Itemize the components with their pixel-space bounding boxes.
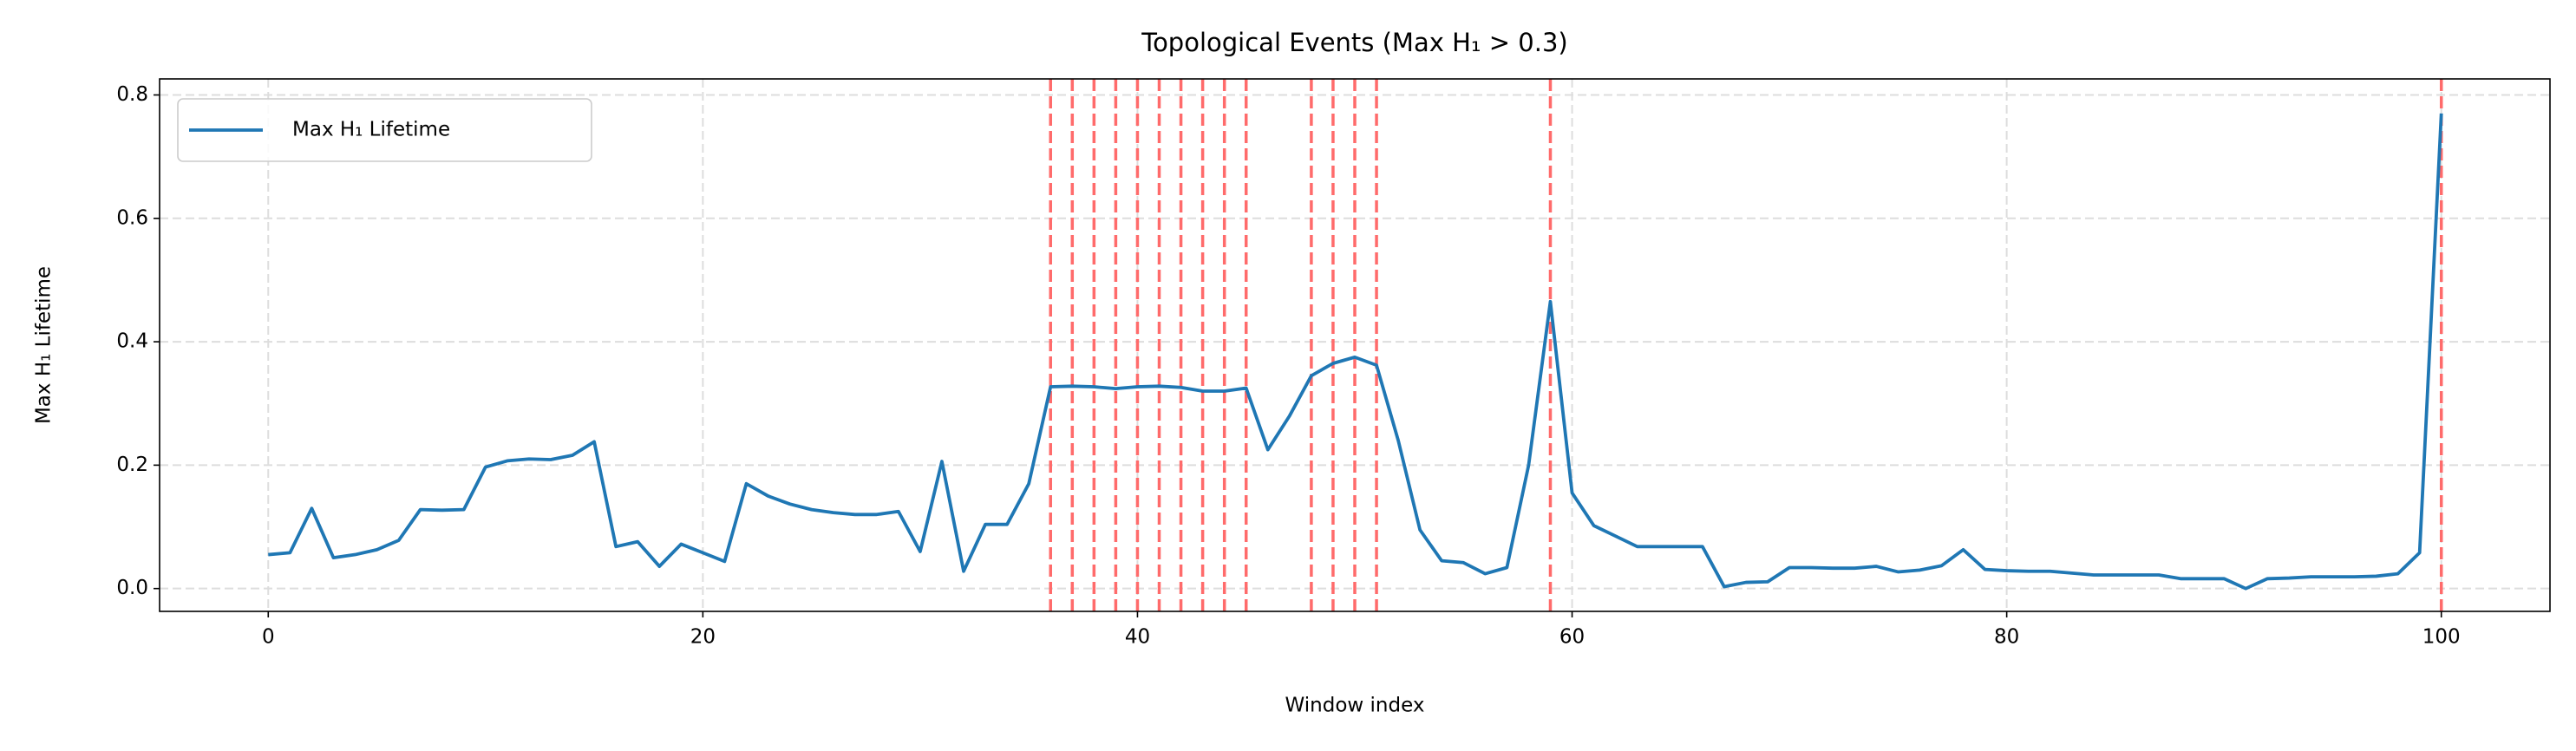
y-tick-label: 0.0 bbox=[116, 577, 148, 599]
y-tick-label: 0.8 bbox=[116, 83, 148, 106]
legend-box bbox=[177, 98, 592, 162]
y-axis-label: Max H₁ Lifetime bbox=[33, 266, 56, 424]
x-tick-label: 40 bbox=[1125, 626, 1150, 649]
y-tick-label: 0.2 bbox=[116, 454, 148, 476]
chart-title: Topological Events (Max H₁ > 0.3) bbox=[1141, 28, 1567, 57]
x-tick-label: 60 bbox=[1559, 626, 1585, 649]
plot-frame bbox=[159, 78, 2551, 612]
y-tick-label: 0.6 bbox=[116, 206, 148, 229]
x-axis-label: Window index bbox=[1285, 695, 1425, 717]
y-tick-label: 0.4 bbox=[116, 330, 148, 353]
x-tick-label: 100 bbox=[2422, 626, 2461, 649]
x-tick-label: 0 bbox=[262, 626, 275, 649]
x-tick-label: 20 bbox=[690, 626, 716, 649]
data-line bbox=[268, 113, 2443, 591]
x-tick-label: 80 bbox=[1994, 626, 2019, 649]
legend-label: Max H₁ Lifetime bbox=[292, 119, 450, 141]
